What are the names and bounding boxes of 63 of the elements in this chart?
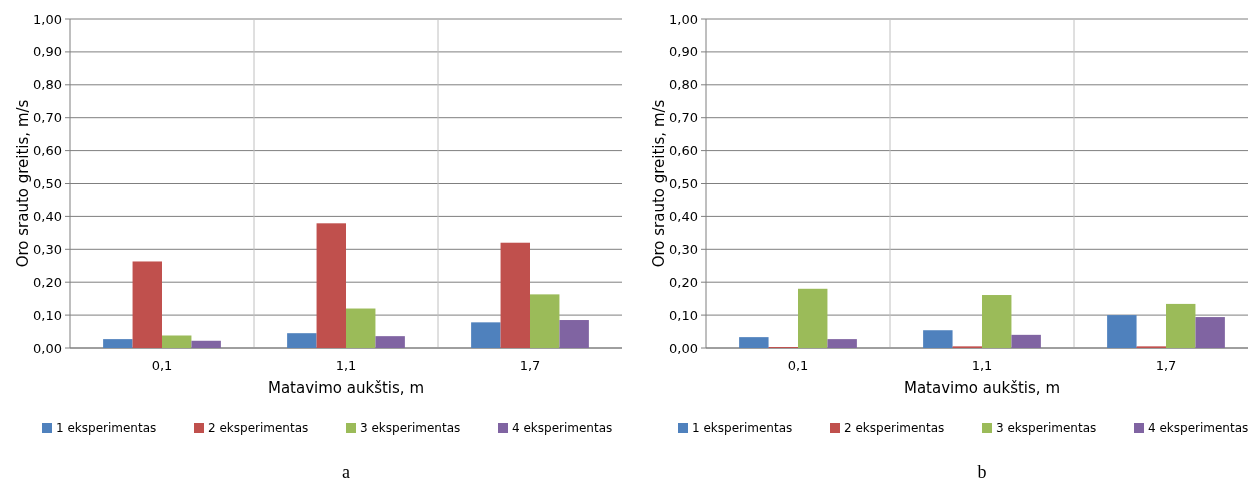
bar (530, 294, 560, 348)
legend-label: 2 eksperimentas (208, 421, 309, 436)
bar (346, 308, 376, 348)
y-tick-label: 0,00 (669, 340, 698, 356)
y-tick-label: 0,90 (669, 44, 698, 60)
y-tick-label: 0,60 (33, 143, 62, 159)
bar (1011, 334, 1041, 348)
legend-label: 1 eksperimentas (56, 421, 157, 436)
y-tick-label: 0,80 (669, 77, 698, 93)
y-tick-label: 0,30 (33, 241, 62, 257)
y-axis-title: Oro srauto greitis, m/s (14, 99, 32, 268)
bar (1195, 317, 1225, 348)
bar (982, 295, 1012, 348)
y-tick-label: 0,90 (33, 44, 62, 60)
bar (739, 337, 769, 348)
y-tick-label: 0,50 (669, 176, 698, 192)
x-tick-label: 0,1 (787, 358, 809, 373)
legend-label: 3 eksperimentas (996, 421, 1097, 436)
y-tick-label: 0,30 (669, 241, 698, 257)
legend-label: 4 eksperimentas (1148, 421, 1249, 436)
y-tick-label: 0,20 (33, 274, 62, 290)
bar (1107, 315, 1137, 348)
y-tick-label: 0,10 (33, 307, 62, 323)
bar (191, 340, 221, 348)
y-tick-label: 1,00 (33, 11, 62, 27)
legend-label: 2 eksperimentas (844, 421, 945, 436)
y-tick-label: 0,60 (669, 143, 698, 159)
x-tick-label: 1,1 (335, 358, 357, 373)
x-tick-label: 0,1 (151, 358, 173, 373)
y-tick-label: 0,70 (669, 110, 698, 126)
bar (103, 339, 133, 348)
bar (923, 330, 953, 348)
x-axis-title: Matavimo aukštis, m (903, 379, 1061, 397)
bar (287, 333, 317, 348)
legend-label: 3 eksperimentas (360, 421, 461, 436)
y-tick-label: 1,00 (669, 11, 698, 27)
y-tick-label: 0,40 (669, 208, 698, 224)
bar (798, 288, 828, 348)
bar (559, 320, 589, 348)
y-axis-title: Oro srauto greitis, m/s (650, 99, 668, 268)
x-tick-label: 1,7 (519, 358, 541, 373)
text: b (977, 462, 987, 482)
legend-label: 4 eksperimentas (512, 421, 613, 436)
y-tick-label: 0,00 (33, 340, 62, 356)
bar (162, 335, 192, 348)
bar (132, 261, 162, 348)
y-tick-label: 0,10 (669, 307, 698, 323)
legend-label: 1 eksperimentas (692, 421, 793, 436)
y-tick-label: 0,50 (33, 176, 62, 192)
y-tick-label: 0,70 (33, 110, 62, 126)
y-tick-label: 0,20 (669, 274, 698, 290)
bar (1166, 303, 1196, 348)
x-tick-label: 1,7 (1155, 358, 1177, 373)
bar (471, 322, 501, 348)
x-tick-label: 1,1 (971, 358, 993, 373)
y-tick-label: 0,40 (33, 208, 62, 224)
bar (500, 242, 530, 348)
text: a (342, 462, 350, 482)
bar (827, 339, 857, 348)
y-tick-label: 0,80 (33, 77, 62, 93)
bar (316, 223, 346, 348)
bar (375, 336, 405, 348)
x-axis-title: Matavimo aukštis, m (267, 379, 425, 397)
